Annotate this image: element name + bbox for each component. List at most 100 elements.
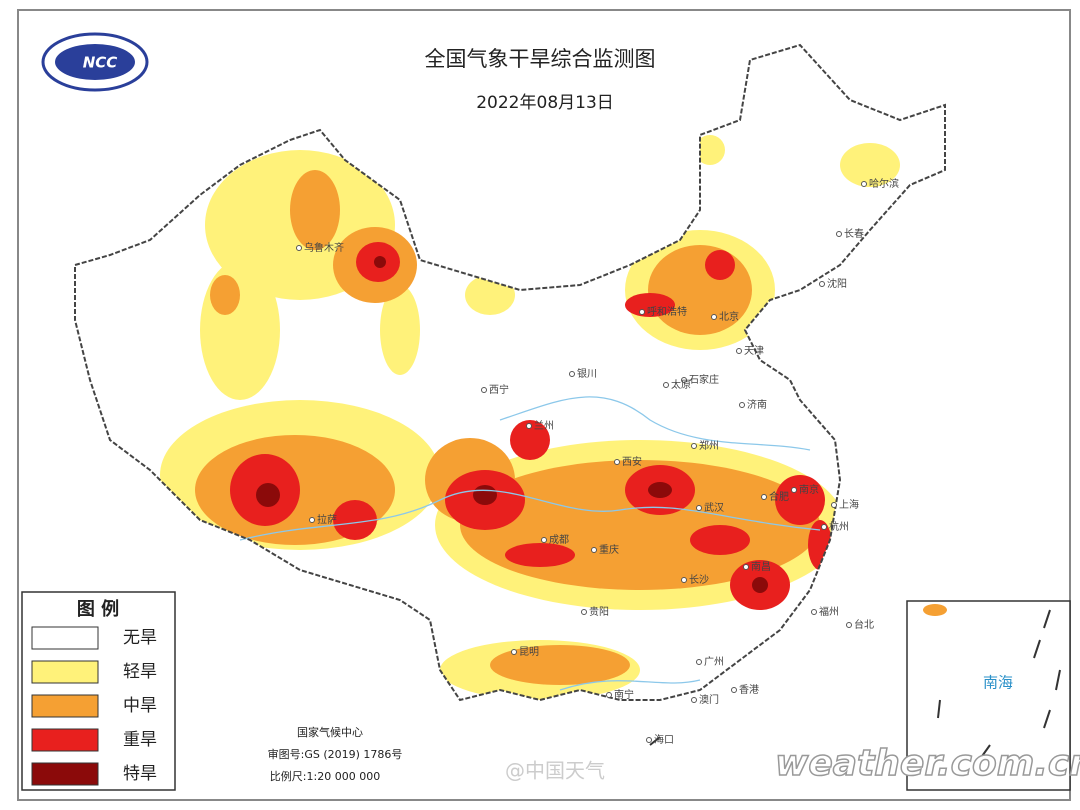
city-label: 哈尔滨 [869, 177, 899, 190]
city-label: 合肥 [769, 490, 789, 503]
drought-patch [490, 645, 630, 685]
legend-label: 重旱 [123, 730, 157, 750]
drought-patch [625, 293, 675, 317]
legend-swatch [31, 626, 99, 650]
city-label: 兰州 [534, 419, 554, 432]
rivers [239, 396, 821, 691]
city-label: 成都 [549, 534, 569, 546]
city-dot [811, 609, 817, 615]
city-dot [581, 609, 587, 615]
title: 全国气象干旱综合监测图 [425, 47, 656, 71]
drought-patch [380, 285, 420, 375]
city-dot [569, 371, 575, 377]
city-dot [526, 423, 532, 429]
island [649, 736, 661, 746]
city-dot [831, 502, 837, 508]
city-dot [681, 577, 687, 583]
city-dot [846, 622, 852, 628]
city-label: 呼和浩特 [647, 306, 687, 318]
city-dot [511, 649, 517, 655]
city-dot [691, 697, 697, 703]
drought-patch [775, 475, 825, 525]
city-dot [743, 564, 749, 570]
legend-title: 图 例 [77, 598, 119, 620]
city-label: 沈阳 [827, 277, 847, 290]
drought-patch [840, 143, 900, 187]
city-dot [761, 494, 767, 500]
city-label: 重庆 [599, 543, 619, 556]
city-dot [614, 459, 620, 465]
drought-patch [374, 256, 386, 268]
city-label: 长沙 [689, 574, 709, 586]
city-label: 长春 [844, 228, 864, 240]
city-label: 福州 [819, 605, 839, 618]
city-dot [696, 505, 702, 511]
logo: NCC [41, 32, 149, 92]
city-label: 昆明 [519, 646, 539, 658]
legend-label: 特旱 [123, 764, 157, 784]
city-dot [639, 309, 645, 315]
legend-swatch [31, 728, 99, 752]
city-label: 澳门 [699, 693, 719, 706]
drought-patch [473, 485, 497, 505]
drought-patch [752, 577, 768, 593]
city-dot [736, 348, 742, 354]
city-label: 武汉 [704, 501, 724, 514]
footer-scale: 比例尺:1:20 000 000 [270, 769, 380, 783]
city-label: 南宁 [614, 688, 634, 701]
drought-areas [160, 135, 900, 700]
city-dot [663, 382, 669, 388]
city-label: 海口 [654, 733, 674, 746]
weibo-watermark: @中国天气 [505, 759, 605, 783]
city-label: 郑州 [699, 439, 719, 452]
city-dot [691, 443, 697, 449]
city-dot [681, 377, 687, 383]
city-dot [791, 487, 797, 493]
border [74, 43, 946, 702]
city-dot [646, 737, 652, 743]
drought-patch [505, 543, 575, 567]
city-dot [821, 524, 827, 530]
legend-swatch [31, 660, 99, 684]
city-dot [541, 537, 547, 543]
drought-patch [290, 170, 340, 250]
legend-swatch [31, 694, 99, 718]
city-dot [696, 659, 702, 665]
city-dot [296, 245, 302, 251]
city-dot [836, 231, 842, 237]
city-dot [591, 547, 597, 553]
date: 2022年08月13日 [476, 93, 614, 113]
city-dot [731, 687, 737, 693]
drought-patch [256, 483, 280, 507]
inset-label: 南海 [983, 674, 1013, 692]
city-label: 南京 [799, 483, 819, 496]
city-label: 天津 [744, 345, 764, 357]
city-label: 拉萨 [317, 513, 337, 526]
city-label: 南昌 [751, 560, 771, 573]
south-sea-inset: 南海 [906, 600, 1071, 791]
legend-swatch [31, 762, 99, 786]
city-dot [819, 281, 825, 287]
drought-patch [690, 525, 750, 555]
drought-patch [705, 250, 735, 280]
city-dot [309, 517, 315, 523]
city-label: 贵阳 [589, 605, 609, 618]
city-dot [711, 314, 717, 320]
drought-patch [695, 135, 725, 165]
city-label: 香港 [739, 684, 759, 696]
city-label: 乌鲁木齐 [304, 241, 344, 254]
city-label: 台北 [854, 618, 874, 631]
city-label: 上海 [839, 498, 859, 511]
city-label: 广州 [704, 656, 724, 668]
city-dot [481, 387, 487, 393]
city-label: 石家庄 [689, 373, 719, 386]
logo-text: NCC [83, 54, 118, 72]
city-label: 济南 [747, 398, 767, 411]
drought-patch [200, 260, 280, 400]
site-watermark: weather.com.cn [775, 743, 1080, 784]
legend-label: 中旱 [123, 696, 157, 716]
drought-patch [648, 482, 672, 498]
drought-patch [510, 420, 550, 460]
footer-approval: 审图号:GS (2019) 1786号 [268, 747, 403, 761]
